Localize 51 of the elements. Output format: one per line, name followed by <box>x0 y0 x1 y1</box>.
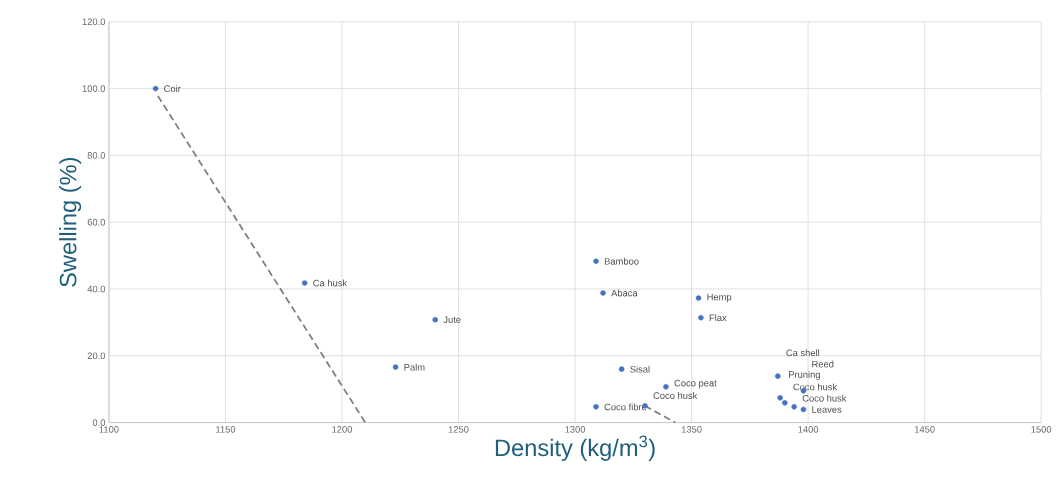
point <box>782 400 788 406</box>
point <box>618 366 625 372</box>
annotation: Hemp <box>707 293 732 303</box>
point <box>775 373 781 379</box>
point <box>392 364 399 370</box>
y-tick-label: 20.0 <box>87 352 106 360</box>
annotation: Pruning <box>789 371 820 380</box>
x-tick-label: 1350 <box>681 426 702 433</box>
point <box>593 258 599 265</box>
annotation: Ca husk <box>313 279 348 287</box>
point <box>663 384 669 390</box>
x-tick-label: 1200 <box>332 426 353 433</box>
y-axis-title: Swelling (%) <box>59 158 82 287</box>
annotation: Coco peat <box>674 379 717 389</box>
point <box>791 404 797 410</box>
annotation: Coco husk <box>793 383 838 391</box>
annotation: Coco husk <box>653 392 698 400</box>
annotation: Flax <box>709 314 727 322</box>
y-tick-label: 60.0 <box>87 218 106 226</box>
y-tick-label: 120.0 <box>82 18 106 26</box>
point <box>152 85 159 92</box>
x-axis-title: Density (kg/m$^{3}$) <box>495 435 655 461</box>
annotation: Coir <box>164 85 181 93</box>
point <box>593 404 599 410</box>
y-tick-label: 80.0 <box>87 152 106 159</box>
x-tick-label: 1250 <box>448 426 469 433</box>
annotation: Palm <box>404 363 425 371</box>
x-tick-label: 1150 <box>216 426 236 433</box>
x-tick-label: 1300 <box>565 426 586 433</box>
x-tick-label: 1450 <box>914 426 935 433</box>
x-tick-label: 1100 <box>99 426 119 433</box>
annotation: Abaca <box>611 289 638 297</box>
point <box>777 395 783 401</box>
y-tick-label: 0.0 <box>92 419 106 426</box>
x-tick-label: 1400 <box>798 426 819 433</box>
point <box>301 280 308 286</box>
point <box>698 315 704 321</box>
annotation: Leaves <box>812 406 842 413</box>
annotation: Bamboo <box>604 257 639 265</box>
annotation: Reed <box>812 360 834 368</box>
y-tick-label: 100.0 <box>82 85 106 92</box>
point <box>800 406 807 413</box>
point <box>600 290 606 296</box>
x-tick-label: 1500 <box>1031 426 1052 433</box>
annotation: Sisal <box>630 365 650 373</box>
point <box>695 295 702 301</box>
annotation: Ca shell <box>786 349 820 357</box>
y-tick-label: 40.0 <box>87 285 106 293</box>
point <box>432 317 438 323</box>
annotation: Jute <box>443 316 461 324</box>
annotation: Coco husk <box>802 394 847 402</box>
